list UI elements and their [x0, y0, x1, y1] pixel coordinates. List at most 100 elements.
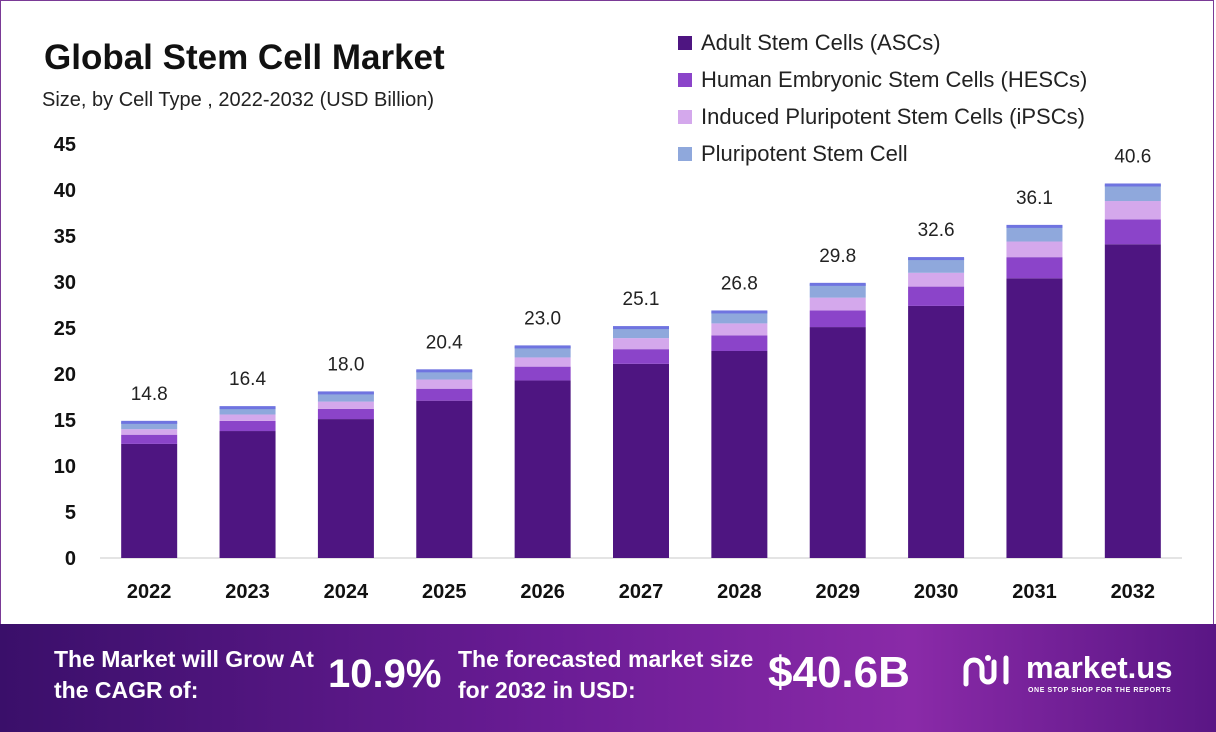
bar-segment-2: [317, 408, 374, 420]
chart-title: Global Stem Cell Market: [44, 38, 445, 77]
bar-top-cap: [121, 420, 178, 424]
bar-segment-4: [219, 407, 276, 415]
bar-segment-2: [613, 349, 669, 364]
bar-segment-1: [121, 443, 178, 558]
x-tick-label: 2030: [914, 581, 959, 603]
bar-segment-4: [121, 421, 178, 430]
bar-segment-2: [416, 388, 473, 401]
bar-segment-4: [809, 283, 866, 298]
legend-item-ipsc: Induced Pluripotent Stem Cells (iPSCs): [678, 98, 1087, 135]
bar-segment-3: [514, 357, 571, 367]
brand-tagline: ONE STOP SHOP FOR THE REPORTS: [1028, 687, 1172, 694]
bar-segment-1: [908, 305, 965, 558]
y-tick-label: 45: [54, 134, 76, 156]
bar-total-label: 14.8: [131, 384, 168, 405]
bar-top-cap: [514, 345, 571, 349]
x-tick-label: 2028: [717, 581, 762, 603]
bar-segment-4: [514, 346, 571, 358]
bar-segment-3: [908, 272, 965, 287]
bar-top-cap: [219, 406, 276, 410]
bar-segment-3: [219, 414, 276, 421]
y-tick-label: 0: [65, 548, 76, 570]
legend-label-pluripotent: Pluripotent Stem Cell: [701, 140, 908, 166]
bar-segment-2: [809, 310, 866, 328]
bar-top-cap: [1006, 224, 1063, 228]
stacked-bar-chart: 05101520253035404514.8202216.4202318.020…: [54, 134, 1182, 603]
chart-legend: Adult Stem Cells (ASCs) Human Embryonic …: [678, 24, 1087, 172]
y-tick-label: 15: [54, 410, 76, 432]
y-tick-label: 40: [54, 180, 76, 202]
bar-top-cap: [1104, 183, 1161, 187]
bar-segment-2: [1104, 219, 1161, 245]
bar-segment-4: [908, 258, 965, 273]
bar-segment-2: [908, 286, 965, 306]
forecast-value: $40.6B: [768, 648, 910, 697]
bar-segment-3: [416, 379, 473, 389]
bar-segment-2: [514, 366, 571, 381]
bar-segment-2: [121, 434, 178, 444]
bar-segment-3: [1104, 201, 1161, 220]
bar-total-label: 20.4: [426, 332, 463, 353]
bar-segment-1: [219, 431, 276, 558]
y-tick-label: 25: [54, 318, 76, 340]
bar-segment-4: [1006, 225, 1063, 242]
bar-total-label: 26.8: [721, 273, 758, 294]
legend-item-hesc: Human Embryonic Stem Cells (HESCs): [678, 61, 1087, 98]
legend-label-ipsc: Induced Pluripotent Stem Cells (iPSCs): [701, 103, 1085, 129]
bar-total-label: 25.1: [623, 289, 660, 310]
bar-total-label: 16.4: [229, 369, 266, 390]
x-tick-label: 2032: [1111, 581, 1156, 603]
bar-segment-1: [416, 400, 473, 558]
bar-total-label: 36.1: [1016, 188, 1053, 209]
legend-swatch-adult: [678, 35, 692, 50]
bar-segment-1: [809, 327, 866, 558]
x-tick-label: 2031: [1012, 581, 1057, 603]
cagr-label: The Market will Grow At the CAGR of:: [54, 646, 314, 703]
bar-segment-4: [711, 311, 768, 324]
bar-top-cap: [711, 310, 768, 314]
bar-top-cap: [908, 257, 965, 261]
bar-total-label: 23.0: [524, 308, 561, 329]
bar-segment-1: [711, 351, 768, 558]
legend-swatch-ipsc: [678, 109, 692, 124]
x-tick-label: 2023: [225, 581, 270, 603]
bar-segment-1: [1006, 278, 1063, 558]
market-us-logo-icon: [963, 655, 1009, 687]
bar-top-cap: [613, 326, 669, 330]
bar-segment-3: [121, 429, 178, 435]
bar-segment-2: [219, 420, 276, 432]
bar-total-label: 40.6: [1114, 146, 1151, 167]
legend-item-adult: Adult Stem Cells (ASCs): [678, 24, 1087, 61]
x-tick-label: 2026: [520, 581, 565, 603]
y-tick-label: 20: [54, 364, 76, 386]
bar-top-cap: [317, 391, 374, 395]
bar-segment-1: [317, 419, 374, 558]
bar-top-cap: [809, 282, 866, 286]
cagr-value: 10.9%: [328, 652, 442, 696]
x-tick-label: 2029: [815, 581, 860, 603]
bar-segment-3: [317, 401, 374, 409]
bar-segment-3: [613, 338, 669, 350]
bar-total-label: 32.6: [918, 220, 955, 241]
bar-top-cap: [416, 369, 473, 373]
bar-segment-3: [711, 323, 768, 336]
bar-segment-1: [613, 363, 669, 558]
bar-segment-4: [317, 392, 374, 402]
bar-segment-3: [1006, 241, 1063, 258]
forecast-label: The forecasted market size for 2032 in U…: [458, 646, 754, 703]
x-tick-label: 2025: [422, 581, 467, 603]
chart-subtitle: Size, by Cell Type , 2022-2032 (USD Bill…: [42, 89, 435, 111]
bar-segment-2: [1006, 257, 1063, 279]
bar-segment-4: [1104, 184, 1161, 202]
x-tick-label: 2022: [127, 581, 172, 603]
x-tick-label: 2024: [324, 581, 369, 603]
bar-segment-1: [1104, 244, 1161, 558]
bar-total-label: 18.0: [327, 354, 364, 375]
legend-item-pluripotent: Pluripotent Stem Cell: [678, 135, 1087, 172]
y-tick-label: 10: [54, 456, 76, 478]
bar-segment-1: [514, 380, 571, 558]
bar-segment-4: [613, 327, 669, 339]
x-tick-label: 2027: [619, 581, 664, 603]
y-tick-label: 5: [65, 502, 76, 524]
brand-name: market.us: [1026, 650, 1173, 685]
